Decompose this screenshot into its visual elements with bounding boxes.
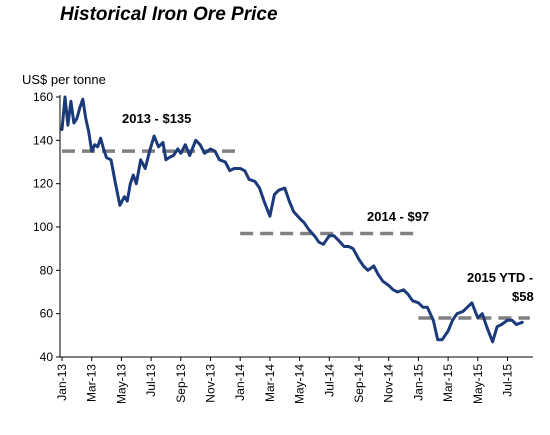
x-tick-labels: Jan-13 Mar-13 May-13 Jul-13 Sep-13 Nov-13 Jan-… [55,357,515,404]
annotation-2013: 2013 - $135 [122,111,191,126]
annotations: 2013 - $135 2014 - $97 2015 YTD - $58 [122,111,534,304]
x-tick-label: Sep-13 [174,364,188,403]
x-tick-label: Sep-14 [352,364,366,403]
x-tick-label: May-14 [293,364,307,404]
y-tick-label: 80 [40,263,54,277]
y-tick-label: 120 [33,177,53,191]
price-line-series-0 [60,95,524,344]
series-group [60,95,524,344]
x-tick-label: May-13 [114,364,128,404]
x-tick-label: Jul-13 [144,364,158,397]
x-tick-label: Jan-14 [233,364,247,401]
x-tick-label: Jul-14 [322,364,336,397]
chart-title: Historical Iron Ore Price [60,4,278,25]
x-tick-label: Mar-13 [85,364,99,402]
y-axis-label: US$ per tonne [22,72,106,87]
annotation-2014: 2014 - $97 [367,209,429,224]
x-tick-label: Nov-13 [204,364,218,403]
y-tick-label: 60 [40,307,54,321]
y-tick-label: 140 [33,133,53,147]
x-tick-label: Jan-15 [411,364,425,401]
y-tick-labels: 40 60 80 100 120 140 160 [33,90,60,364]
y-tick-label: 40 [40,350,54,364]
x-tick-label: Mar-15 [441,364,455,402]
y-tick-label: 100 [33,220,53,234]
annotation-2015-line1: 2015 YTD - [467,270,533,285]
y-tick-label: 160 [33,90,53,104]
x-tick-label: May-15 [471,364,485,404]
annotation-2015-line2: $58 [512,289,534,304]
x-tick-label: Jan-13 [55,364,69,401]
x-tick-label: Jul-15 [501,364,515,397]
x-tick-label: Mar-14 [263,364,277,402]
x-tick-label: Nov-14 [382,364,396,403]
